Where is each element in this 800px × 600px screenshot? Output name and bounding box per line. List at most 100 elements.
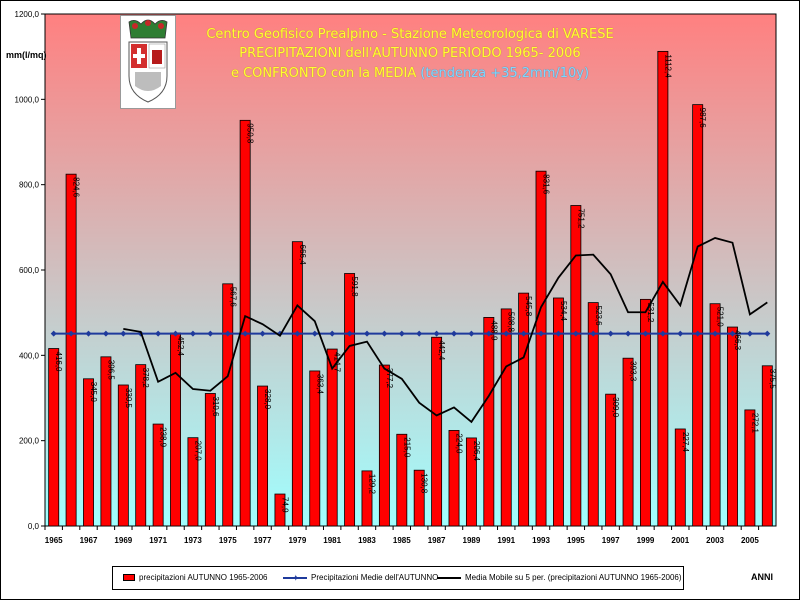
legend: precipitazioni AUTUNNO 1965-2006 ✦ Preci… [112,566,684,590]
average-marker-1996 [590,330,597,337]
y-tick-label-600: 600,0 [19,266,40,275]
x-tick-label-1969: 1969 [114,536,132,545]
data-label-1970: 378,2 [141,368,150,389]
data-label-1999: 531,2 [646,302,655,323]
data-label-2005: 272,1 [750,413,759,434]
x-tick-label-1991: 1991 [497,536,515,545]
bar-1974 [204,393,216,527]
data-label-1979: 666,4 [298,245,307,266]
bar-1967 [83,378,94,527]
bar-1991 [500,308,512,527]
bar-1980 [309,370,321,527]
bar-2003 [709,303,721,527]
data-label-1966: 824,6 [72,177,81,198]
legend-swatch-moving [437,577,461,579]
legend-marker-average: ✦ [292,573,300,583]
average-line-layer [50,330,771,337]
average-marker-1968 [102,330,109,337]
data-label-1986: 130,8 [420,473,429,494]
x-tick-label-1979: 1979 [288,536,306,545]
bar-1994 [552,297,564,527]
moving-average-line [123,237,768,424]
data-label-1989: 206,4 [472,441,481,462]
data-label-1993: 831,6 [542,174,551,195]
bar-2002 [692,104,704,527]
bar-1968 [100,356,112,527]
average-marker-1972 [172,330,179,337]
x-tick-label-2003: 2003 [706,536,724,545]
legend-label-average: Precipitazioni Medie dell'AUTUNNO [311,573,439,582]
legend-label-moving: Media Mobile su 5 per. (precipitazioni A… [465,573,682,582]
average-marker-1997 [607,330,614,337]
average-marker-1979 [294,330,301,337]
trend-annotation: (tendenza +35,2mm/10y) [420,66,590,81]
data-label-1992: 545,8 [524,296,533,317]
average-marker-1985 [398,330,405,337]
data-label-1984: 377,2 [385,368,394,389]
x-tick-label-1989: 1989 [463,536,481,545]
average-marker-1999 [642,330,649,337]
data-label-1995: 751,2 [576,208,585,229]
data-label-1969: 330,5 [124,388,133,409]
bar-1965 [48,348,60,527]
average-marker-1973 [189,330,196,337]
data-label-2001: 227,4 [681,432,690,453]
chart-title-line3: e CONFRONTO con la MEDIA (tendenza +35,2… [150,66,670,81]
x-axis-label: ANNI [751,572,773,582]
x-tick-label-1983: 1983 [358,536,376,545]
bar-1969 [117,384,129,527]
y-axis: 0,0 200,0 400,0 600,0 800,0 1000,0 1200,0 [15,10,45,531]
data-label-1975: 567,6 [228,287,237,308]
average-marker-1971 [155,330,162,337]
data-label-1996: 523,6 [594,306,603,327]
data-label-1980: 363,4 [315,374,324,395]
bar-1998 [622,357,634,527]
data-label-1976: 950,8 [246,123,255,144]
data-label-2003: 521,0 [716,307,725,328]
chart-title-line1: Centro Geofisico Prealpino - Stazione Me… [206,27,614,42]
average-marker-2004 [729,330,736,337]
x-tick-label-2001: 2001 [671,536,689,545]
bar-1976 [239,119,251,527]
y-axis-label: mm(l/mq) [6,50,47,60]
average-marker-1986 [416,330,423,337]
y-tick-label-1000: 1000,0 [15,95,40,104]
bar-1995 [570,205,582,527]
average-marker-1975 [224,330,231,337]
bar-1990 [483,317,495,527]
data-label-1981: 414,7 [333,352,342,373]
data-label-1997: 309,0 [611,397,620,418]
bar-1992 [518,292,530,527]
bar-1970 [135,364,147,527]
average-marker-1966 [68,330,75,337]
bar-1988 [448,430,460,527]
average-marker-2006 [764,330,771,337]
bar-1973 [187,437,199,527]
bar-1979 [291,241,303,527]
bar-1985 [396,433,408,527]
data-label-1972: 452,4 [176,336,185,357]
average-marker-1990 [485,330,492,337]
x-tick-label-1985: 1985 [393,536,411,545]
bar-1986 [413,469,425,527]
average-marker-1982 [346,330,353,337]
data-label-1982: 591,8 [350,276,359,297]
legend-label-bars: precipitazioni AUTUNNO 1965-2006 [139,573,268,582]
coat-of-arms-icon [120,15,176,109]
bar-1987 [431,336,443,527]
average-marker-1989 [468,330,475,337]
average-marker-2002 [694,330,701,337]
x-tick-label-1999: 1999 [637,536,655,545]
legend-swatch-average [283,577,307,579]
bar-1996 [587,302,599,527]
x-tick-label-1995: 1995 [567,536,585,545]
data-label-1971: 238,9 [159,427,168,448]
bar-1981 [326,348,338,527]
x-tick-label-1973: 1973 [184,536,202,545]
average-marker-1984 [381,330,388,337]
data-label-2000: 1112,4 [663,54,672,78]
average-marker-2005 [746,330,753,337]
x-tick-label-1967: 1967 [80,536,98,545]
average-marker-2000 [659,330,666,337]
bar-1975 [222,283,234,527]
